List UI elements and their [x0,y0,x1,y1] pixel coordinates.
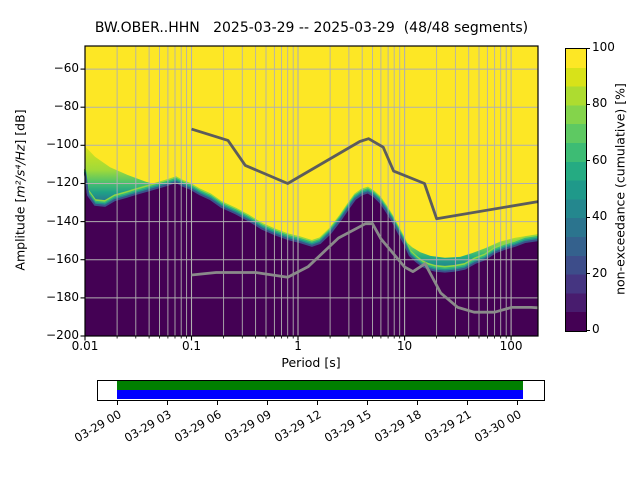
colorbar-tick [586,273,590,275]
plot-title: BW.OBER..HHN 2025-03-29 -- 2025-03-29 (4… [94,20,529,36]
y-tick-label: −60 [53,61,79,76]
colorbar-tick [586,329,590,331]
transition-wedge-left [85,146,170,206]
y-tick-label: −80 [53,99,79,114]
colorbar-label: non-exceedance (cumulative) [%] [612,83,628,295]
colorbar-tick-label: 0 [592,322,600,336]
x-tick-label: 100 [499,339,523,353]
nlnm-noise-model-line [191,222,539,314]
plot-frame [84,45,539,337]
y-tick-label: −160 [46,251,79,266]
y-tick-label: −140 [46,213,79,228]
timeline-tick [317,400,318,405]
colorbar [565,48,587,332]
x-tick-label: 0.1 [181,339,202,353]
colorbar-tick [586,47,590,49]
colorbar-tick [586,103,590,105]
x-tick-label: 1 [294,339,302,353]
timeline-coverage-green-bar [117,381,523,390]
timeline-tick [267,400,268,405]
y-tick-label: −120 [46,175,79,190]
x-axis-label: Period [s] [281,355,341,370]
timeline-tick [117,400,118,405]
x-tick-label: 10 [396,339,413,353]
y-tick-label: −200 [46,328,79,342]
colorbar-tick-label: 40 [592,209,608,224]
timeline-tick [367,400,368,405]
colorbar-tick-label: 100 [592,40,615,54]
histogram-0pct-region [85,173,538,336]
colorbar-tick-label: 60 [592,152,608,167]
colorbar-tick [586,160,590,162]
colorbar-tick [586,216,590,218]
timeline-tick [167,400,168,405]
y-tick-label: −180 [46,289,79,304]
timeline-coverage-blue-bar [117,390,523,399]
timeline-tick [217,400,218,405]
colorbar-tick-label: 80 [592,96,608,111]
x-tick-label: 0.01 [71,339,99,353]
y-tick-label: −100 [46,137,79,152]
nhnm-noise-model-line [191,127,539,221]
transition-band-stroke [84,173,539,273]
timeline-tick [517,400,518,405]
timeline-tick [467,400,468,405]
timeline-tick [417,400,418,405]
colorbar-tick-label: 20 [592,265,608,280]
